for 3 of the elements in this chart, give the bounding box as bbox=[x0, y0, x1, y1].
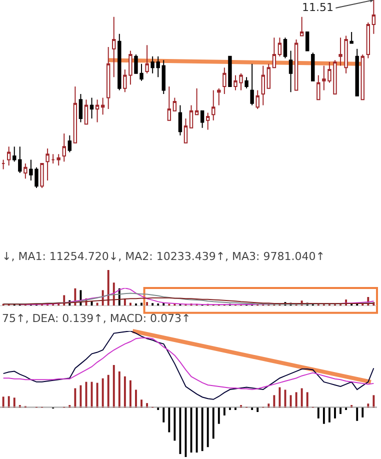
text: ↓, MA1: 11254.720↓, MA2: 10233.439↑, MA3: 9781.040↑ bbox=[2, 250, 325, 264]
text: 75↑, DEA: 0.139↑, MACD: 0.073↑ bbox=[2, 312, 191, 326]
annotation: 11.51 bbox=[302, 1, 334, 14]
